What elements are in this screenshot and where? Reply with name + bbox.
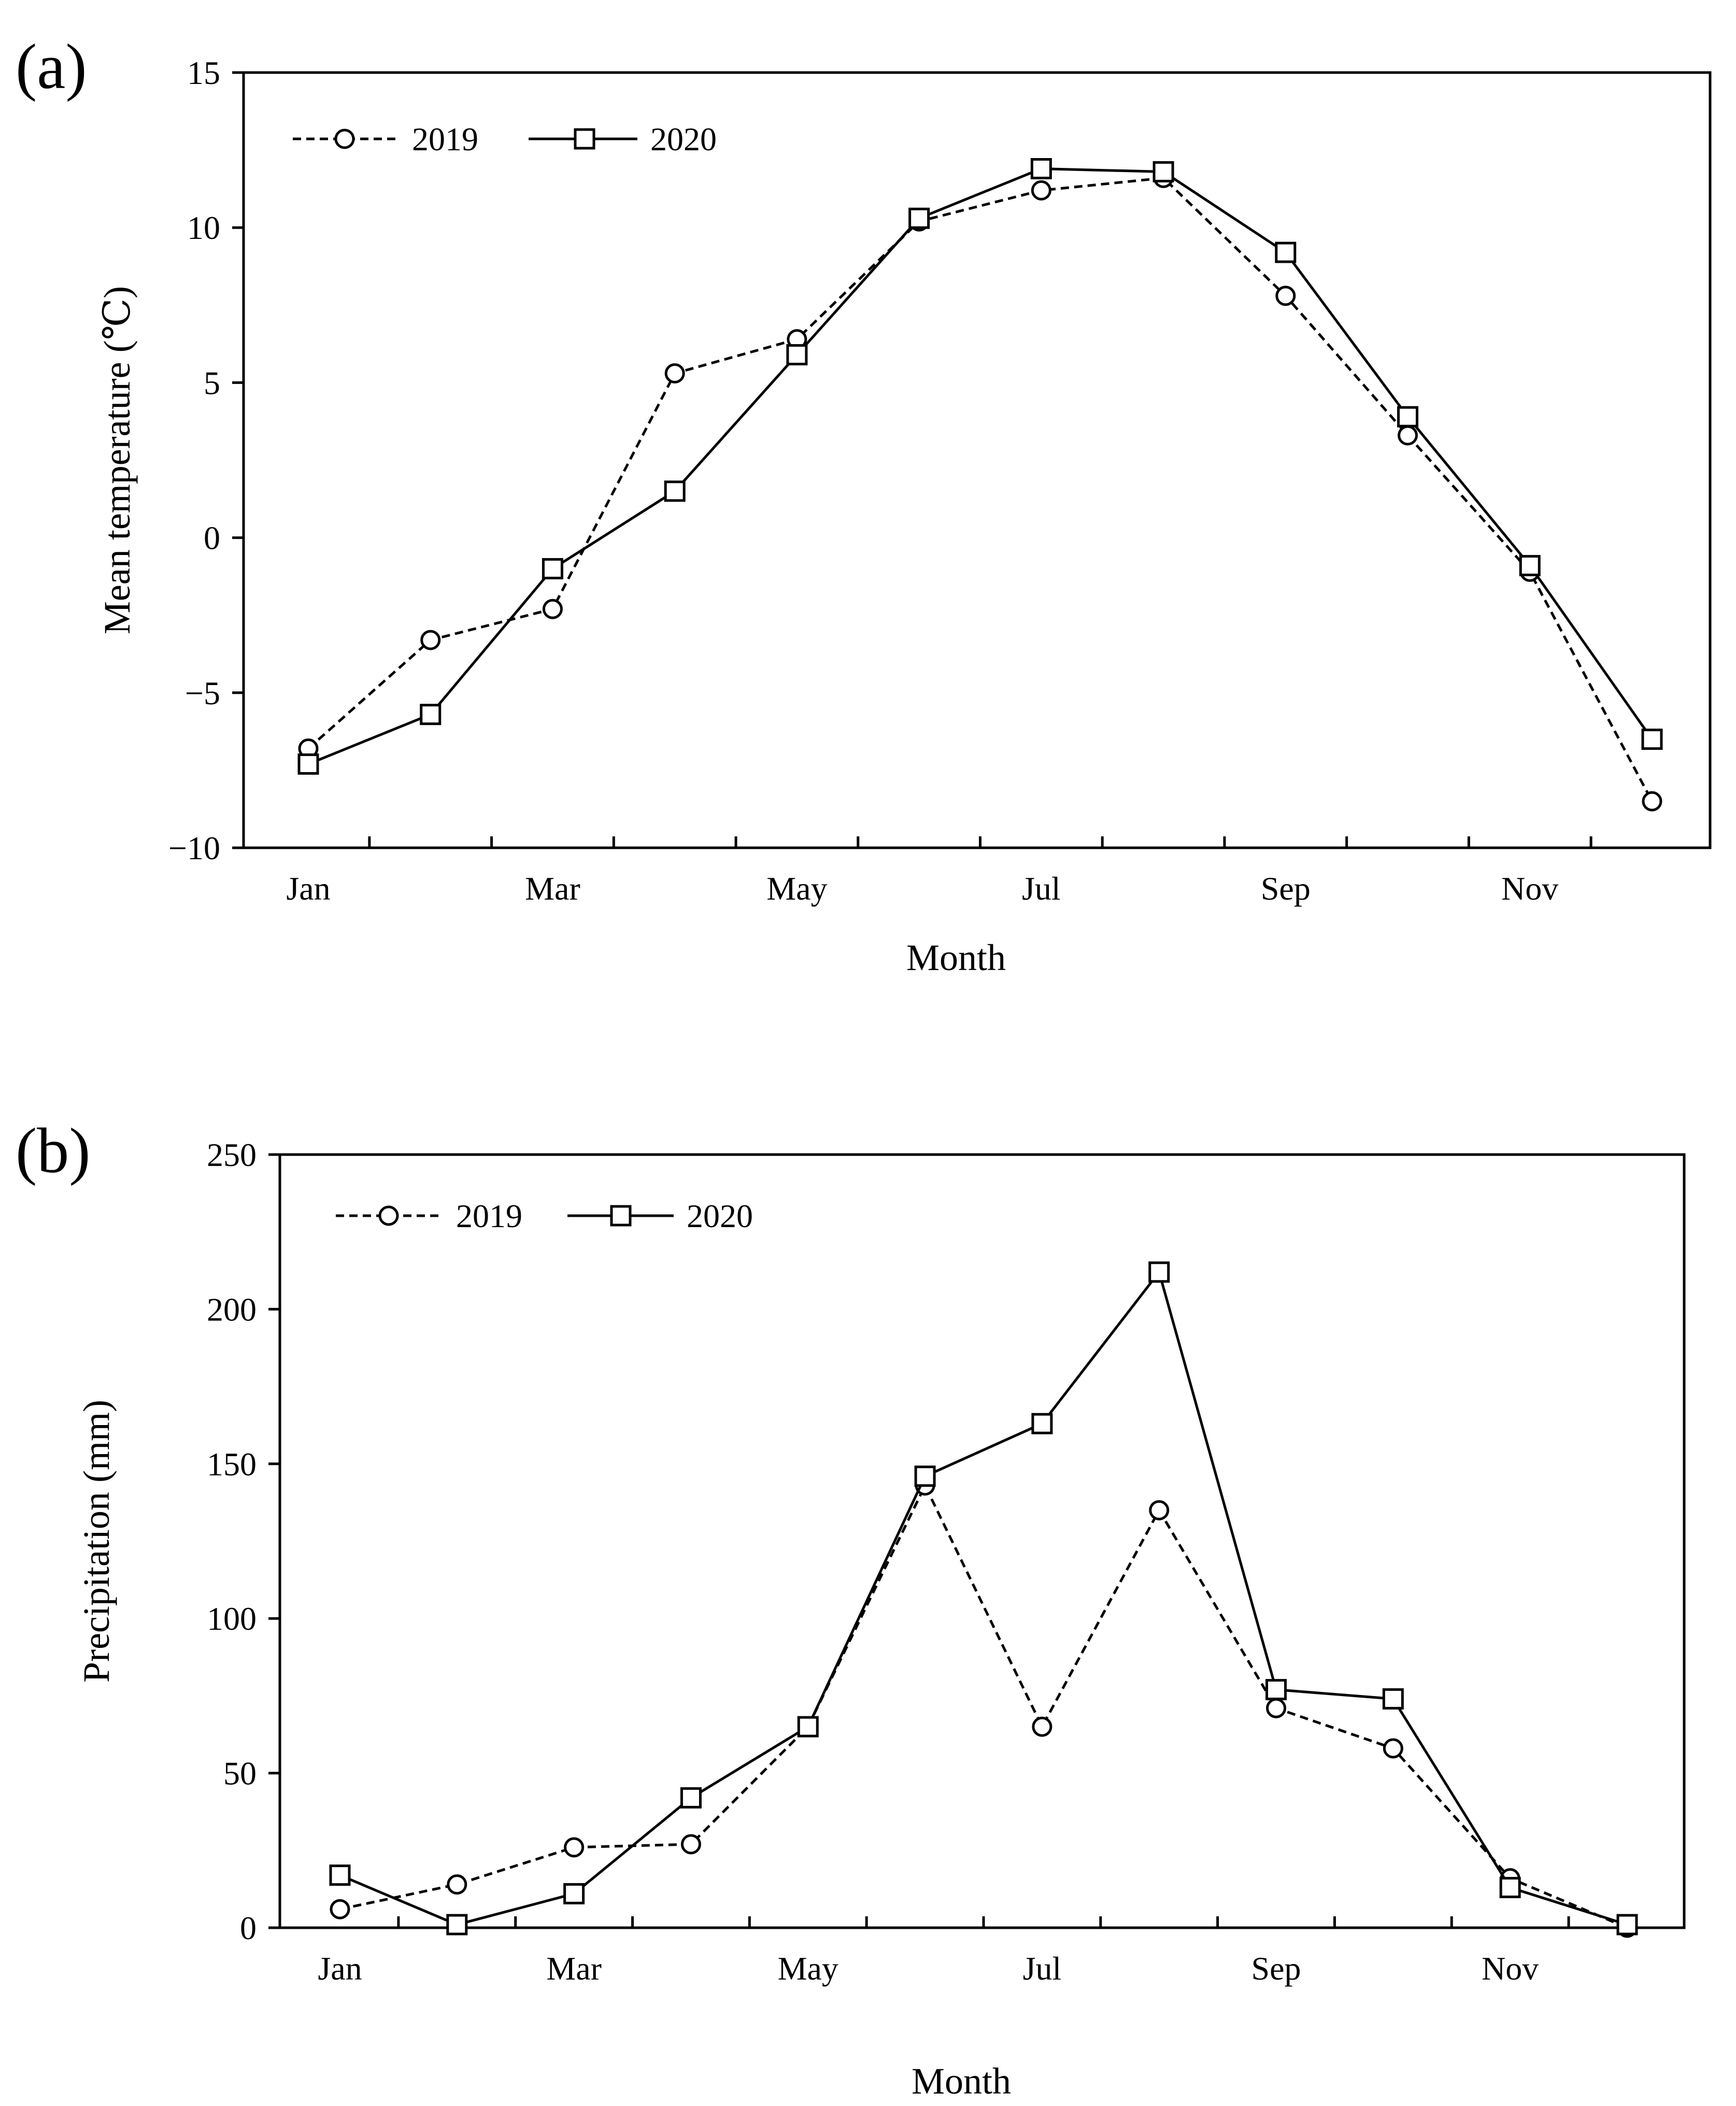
series-2020-line: [308, 167, 1654, 765]
y-axis-title: Precipitation (mm): [76, 1400, 117, 1683]
series-2020: [329, 1261, 1638, 1936]
panel-label: (a): [16, 31, 87, 102]
x-axis-title: Month: [906, 937, 1006, 978]
data-point-2019-sep: [1266, 1698, 1287, 1718]
y-tick-label: 100: [207, 1600, 257, 1637]
x-tick-label-jul: Jul: [1023, 1950, 1062, 1987]
data-point-2020-aug: [1148, 1261, 1170, 1283]
legend-2020-marker: [610, 1205, 632, 1227]
data-point-2020-mar: [542, 558, 563, 579]
x-tick-label-nov: Nov: [1501, 870, 1558, 907]
data-point-2019-jan: [330, 1899, 350, 1919]
data-point-2020-may: [797, 1716, 819, 1738]
x-tick-label-jan: Jan: [286, 870, 330, 907]
data-point-2019-apr: [664, 363, 685, 383]
data-point-2020-jun: [908, 207, 930, 229]
series-2020-line: [339, 1269, 1628, 1926]
chart-panel-b: (b) 0 50 100 150 200 250 Jan Mar May Jul Sep Nov Mont…: [16, 1115, 1686, 2102]
legend: 2019 2020: [336, 1198, 753, 1234]
data-point-2020-jun: [914, 1465, 936, 1487]
data-point-2019-jul: [1032, 1716, 1052, 1737]
data-point-2019-mar: [542, 599, 563, 619]
data-point-2019-oct: [1383, 1738, 1403, 1759]
x-tick-label-jul: Jul: [1022, 870, 1061, 907]
data-point-2019-jul: [1031, 180, 1051, 201]
data-point-2020-aug: [1152, 161, 1174, 182]
data-point-2020-dec: [1616, 1914, 1638, 1936]
y-tick-label: 5: [204, 364, 220, 401]
y-tick-label: −5: [185, 675, 220, 712]
y-axis-title: Mean temperature (℃): [96, 286, 138, 634]
x-tick-label-may: May: [778, 1950, 838, 1987]
data-point-2019-oct: [1398, 425, 1418, 446]
data-point-2020-apr: [680, 1787, 702, 1809]
data-point-2020-may: [786, 344, 808, 366]
data-point-2020-jan: [329, 1865, 351, 1886]
x-tick-label-mar: Mar: [525, 870, 580, 907]
data-point-2019-feb: [420, 630, 441, 650]
plot-frame: [242, 71, 1712, 849]
data-point-2020-sep: [1265, 1678, 1287, 1700]
series-2019-line: [307, 176, 1654, 802]
series-2019: [330, 1475, 1638, 1938]
y-tick-label: 0: [240, 1910, 257, 1946]
x-tick-label-sep: Sep: [1261, 870, 1311, 907]
data-point-2020-nov: [1499, 1876, 1521, 1898]
legend: 2019 2020: [293, 121, 717, 158]
data-point-2019-sep: [1275, 286, 1296, 306]
legend-2020-label: 2020: [687, 1198, 753, 1234]
x-tick-label-jan: Jan: [318, 1950, 362, 1987]
series-2019: [298, 167, 1662, 812]
data-point-2020-sep: [1275, 241, 1297, 263]
x-tick-label-mar: Mar: [546, 1950, 602, 1987]
data-point-2020-dec: [1641, 729, 1663, 750]
x-tick-label-may: May: [766, 870, 827, 907]
data-point-2020-mar: [563, 1883, 585, 1904]
legend-2019-label: 2019: [412, 121, 478, 158]
series-2019-line: [339, 1482, 1628, 1929]
y-tick-label: 10: [187, 209, 220, 246]
y-tick-label: −10: [168, 830, 220, 866]
panel-label: (b): [16, 1115, 91, 1186]
chart-panel-a: (a) −10 −5 0 5 10 15 Jan Mar May Jul Sep Nov Month Mea…: [16, 31, 1712, 978]
legend-2020-marker: [574, 128, 595, 150]
y-tick-label: 15: [187, 54, 220, 91]
data-point-2019-feb: [447, 1874, 467, 1895]
y-tick-label: 0: [204, 520, 220, 557]
x-axis-title: Month: [912, 2060, 1011, 2102]
data-point-2020-jul: [1031, 1413, 1053, 1434]
x-tick-label-nov: Nov: [1482, 1950, 1539, 1987]
y-tick-label: 50: [223, 1755, 257, 1792]
data-point-2020-feb: [446, 1914, 468, 1936]
data-point-2019-mar: [564, 1837, 585, 1858]
data-point-2020-feb: [420, 704, 442, 725]
legend-2019-marker: [378, 1205, 399, 1226]
legend-2019-marker: [334, 129, 355, 149]
data-point-2020-oct: [1382, 1688, 1404, 1710]
y-tick-label: 200: [207, 1291, 257, 1328]
data-point-2020-apr: [664, 480, 686, 502]
data-point-2020-jul: [1030, 158, 1052, 180]
y-tick-label: 150: [207, 1446, 257, 1483]
x-tick-label-sep: Sep: [1251, 1950, 1301, 1987]
legend-2020-label: 2020: [650, 121, 717, 158]
legend-2019-label: 2019: [456, 1198, 522, 1234]
data-point-2019-apr: [680, 1834, 701, 1855]
y-tick-label: 250: [207, 1136, 257, 1173]
data-point-2019-aug: [1149, 1500, 1170, 1520]
data-point-2020-oct: [1397, 406, 1419, 428]
data-point-2019-dec: [1642, 791, 1662, 812]
series-2020: [297, 158, 1663, 775]
data-point-2020-jan: [297, 753, 319, 775]
plot-frame: [278, 1153, 1686, 1929]
data-point-2020-nov: [1519, 554, 1541, 576]
